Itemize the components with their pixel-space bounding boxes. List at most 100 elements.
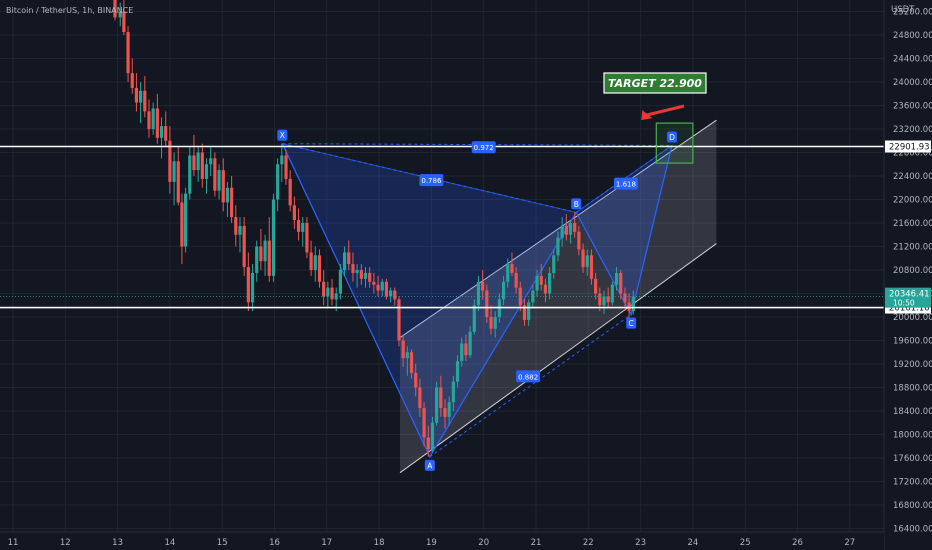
candle-body — [326, 287, 330, 297]
price-tick-label: 16400.00 — [893, 525, 932, 535]
target-zone-box — [655, 122, 694, 164]
price-tick-label: 16800.00 — [893, 501, 932, 511]
candle — [389, 287, 393, 303]
candle-body — [196, 152, 200, 171]
candle — [418, 378, 422, 417]
price-tick-label: 20800.00 — [893, 266, 932, 276]
candle-body — [493, 317, 497, 329]
candle-body — [510, 264, 514, 273]
ratio-badge — [419, 174, 444, 187]
candle — [627, 293, 631, 320]
candle — [271, 193, 276, 282]
time-tick-label: 21 — [531, 538, 542, 548]
candle — [204, 158, 209, 194]
candle — [280, 143, 284, 182]
candle — [501, 275, 506, 306]
candle — [405, 346, 409, 376]
pattern-point-x[interactable]: X — [277, 129, 288, 141]
ratio-value: 1.618 — [616, 181, 636, 189]
candle — [493, 311, 497, 338]
candle-body — [180, 202, 184, 247]
time-tick-label: 17 — [321, 538, 332, 548]
price-tick-label: 21200.00 — [893, 243, 932, 253]
point-badge — [277, 129, 288, 141]
price-level-value: 20161.16 — [889, 304, 930, 314]
price-tick-label: 25200.00 — [893, 8, 932, 18]
candle — [614, 267, 619, 291]
candle — [384, 278, 389, 300]
last-price-tag — [885, 287, 931, 308]
candle-body — [376, 284, 380, 291]
candle — [225, 181, 230, 218]
candle-body — [430, 422, 435, 450]
candle-body — [547, 272, 552, 294]
candle — [560, 217, 564, 247]
candle — [238, 217, 242, 253]
candle-body — [506, 264, 510, 282]
candle — [246, 252, 250, 312]
candle — [143, 76, 147, 118]
pattern-point-b[interactable]: B — [571, 198, 582, 210]
candle — [547, 267, 552, 300]
price-tick-label: 23200.00 — [893, 125, 932, 135]
candle-body — [259, 246, 263, 262]
candle-body — [238, 225, 242, 235]
candle-body — [338, 270, 342, 294]
candle — [213, 152, 217, 197]
candle-body — [472, 305, 476, 332]
price-level-value: 22901.93 — [889, 143, 930, 153]
point-label: B — [574, 200, 579, 209]
candle-body — [217, 170, 221, 191]
candle-body — [389, 290, 393, 297]
candle-body — [255, 246, 259, 273]
price-axis[interactable]: 25200.00 24800.00 24400.00 24000.00 23600.00… — [885, 8, 932, 535]
price-tick-label: 21600.00 — [893, 219, 932, 229]
candle — [489, 305, 493, 335]
candle — [134, 73, 139, 112]
time-axis-panel[interactable] — [0, 532, 884, 550]
candle-body — [296, 220, 301, 232]
candle — [147, 99, 151, 138]
price-tick-label: 17200.00 — [893, 478, 932, 488]
candle-body — [568, 223, 573, 235]
pattern-point-d[interactable]: D — [666, 131, 677, 143]
point-label: X — [280, 131, 285, 140]
candle-body — [359, 270, 363, 279]
candle-body — [627, 302, 631, 312]
pattern-point-a[interactable]: A — [424, 459, 435, 471]
candle — [338, 264, 342, 300]
candle — [468, 325, 472, 359]
candle-body — [188, 155, 192, 194]
candle-body — [577, 231, 581, 250]
time-axis[interactable]: 11 12 13 14 15 16 17 18 19 20 21 22 23 24 25 26 27 — [8, 538, 856, 548]
candle — [139, 82, 143, 124]
candle — [176, 146, 180, 206]
candle-body — [585, 255, 589, 268]
candle-body — [139, 90, 143, 103]
candle-body — [556, 237, 560, 256]
channel-upper-line — [399, 119, 717, 338]
candle — [602, 290, 606, 315]
candle-body — [213, 158, 217, 191]
candle-body — [355, 270, 359, 273]
pattern-point-c[interactable]: C — [626, 317, 637, 329]
candle — [301, 217, 305, 247]
candle-body — [426, 437, 430, 450]
candle-body — [606, 296, 610, 303]
candle — [451, 375, 455, 411]
price-axis-panel[interactable] — [884, 0, 932, 550]
candle — [409, 349, 414, 379]
price-tick-label: 24000.00 — [893, 78, 932, 88]
candle — [594, 272, 598, 300]
price-tick-label: 19600.00 — [893, 337, 932, 347]
candle-body — [468, 331, 472, 356]
candle-body — [522, 305, 527, 320]
candle — [322, 270, 326, 306]
candle-body — [143, 90, 147, 112]
candle — [464, 334, 468, 362]
target-annotation[interactable]: TARGET 22.900 — [603, 72, 707, 94]
time-tick-label: 13 — [112, 538, 123, 548]
candle — [217, 164, 221, 200]
